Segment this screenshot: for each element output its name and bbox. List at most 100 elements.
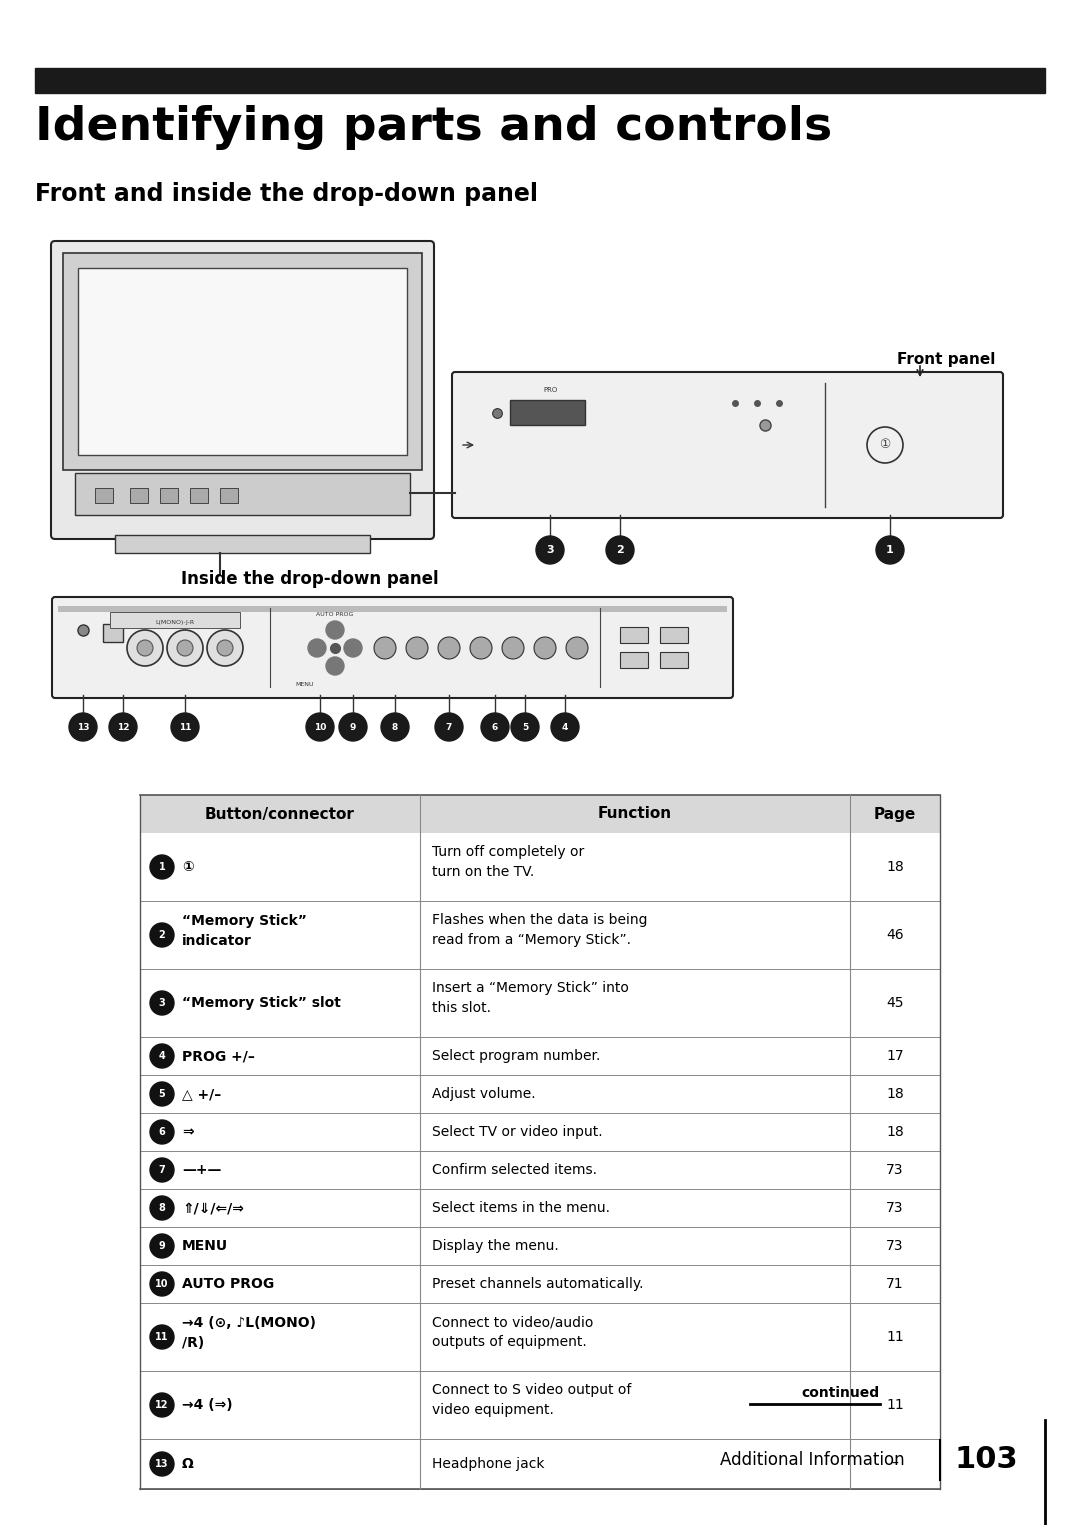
Text: 9: 9 bbox=[350, 723, 356, 732]
Text: 18: 18 bbox=[886, 1087, 904, 1101]
Text: Select TV or video input.: Select TV or video input. bbox=[432, 1125, 603, 1139]
Text: 103: 103 bbox=[955, 1446, 1018, 1475]
Bar bbox=[75, 473, 410, 515]
Circle shape bbox=[150, 1157, 174, 1182]
Text: 1: 1 bbox=[886, 544, 894, 555]
Bar bbox=[140, 1371, 940, 1440]
Text: 13: 13 bbox=[77, 723, 90, 732]
Circle shape bbox=[306, 714, 334, 741]
Circle shape bbox=[867, 427, 903, 464]
Circle shape bbox=[150, 1392, 174, 1417]
Text: AUTO PROG: AUTO PROG bbox=[316, 612, 353, 618]
Circle shape bbox=[435, 714, 463, 741]
FancyBboxPatch shape bbox=[453, 372, 1003, 518]
Text: 7: 7 bbox=[446, 723, 453, 732]
Circle shape bbox=[150, 1452, 174, 1476]
Circle shape bbox=[481, 714, 509, 741]
Text: Select program number.: Select program number. bbox=[432, 1049, 600, 1063]
Text: Front panel: Front panel bbox=[896, 352, 995, 368]
Circle shape bbox=[381, 714, 409, 741]
Text: outputs of equipment.: outputs of equipment. bbox=[432, 1334, 586, 1350]
Text: 10: 10 bbox=[314, 723, 326, 732]
Bar bbox=[660, 653, 688, 668]
Text: 6: 6 bbox=[491, 723, 498, 732]
Text: 3: 3 bbox=[546, 544, 554, 555]
Text: Connect to S video output of: Connect to S video output of bbox=[432, 1383, 632, 1397]
Bar bbox=[140, 901, 940, 968]
Text: Adjust volume.: Adjust volume. bbox=[432, 1087, 536, 1101]
Bar bbox=[190, 488, 208, 503]
Text: ①: ① bbox=[183, 860, 193, 874]
Text: 2: 2 bbox=[159, 930, 165, 939]
Circle shape bbox=[339, 714, 367, 741]
Text: 11: 11 bbox=[156, 1331, 168, 1342]
Circle shape bbox=[536, 535, 564, 564]
Text: ⇑/⇓/⇐/⇒: ⇑/⇓/⇐/⇒ bbox=[183, 1202, 244, 1215]
Bar bbox=[114, 535, 370, 554]
Text: 73: 73 bbox=[887, 1202, 904, 1215]
Text: /R): /R) bbox=[183, 1336, 204, 1351]
Circle shape bbox=[150, 1045, 174, 1067]
Circle shape bbox=[326, 621, 345, 639]
Bar bbox=[63, 253, 422, 470]
Text: 45: 45 bbox=[887, 996, 904, 1010]
Circle shape bbox=[69, 714, 97, 741]
Text: Inside the drop-down panel: Inside the drop-down panel bbox=[181, 570, 438, 589]
Text: 7: 7 bbox=[159, 1165, 165, 1174]
Text: continued: continued bbox=[801, 1386, 880, 1400]
Circle shape bbox=[566, 637, 588, 659]
Bar bbox=[58, 605, 727, 612]
Bar bbox=[140, 1113, 940, 1151]
Text: Flashes when the data is being: Flashes when the data is being bbox=[432, 913, 648, 927]
Text: 2: 2 bbox=[616, 544, 624, 555]
Text: 73: 73 bbox=[887, 1238, 904, 1254]
Text: —+—: —+— bbox=[183, 1164, 221, 1177]
Circle shape bbox=[207, 630, 243, 666]
Text: ①: ① bbox=[879, 439, 891, 451]
Circle shape bbox=[150, 1234, 174, 1258]
Text: PRO: PRO bbox=[543, 387, 557, 393]
Bar bbox=[140, 1266, 940, 1302]
Text: Connect to video/audio: Connect to video/audio bbox=[432, 1315, 593, 1330]
Text: 12: 12 bbox=[117, 723, 130, 732]
Bar bbox=[78, 268, 407, 454]
Circle shape bbox=[171, 714, 199, 741]
Text: Function: Function bbox=[598, 807, 672, 822]
Text: 3: 3 bbox=[159, 997, 165, 1008]
Text: “Memory Stick”: “Memory Stick” bbox=[183, 915, 307, 929]
Circle shape bbox=[127, 630, 163, 666]
Text: –: – bbox=[892, 1456, 899, 1472]
Bar bbox=[140, 1151, 940, 1190]
Circle shape bbox=[150, 1196, 174, 1220]
Text: 8: 8 bbox=[159, 1203, 165, 1212]
Text: MENU: MENU bbox=[183, 1238, 228, 1254]
Text: read from a “Memory Stick”.: read from a “Memory Stick”. bbox=[432, 933, 631, 947]
Text: 5: 5 bbox=[522, 723, 528, 732]
Text: 4: 4 bbox=[562, 723, 568, 732]
Circle shape bbox=[137, 640, 153, 656]
Bar bbox=[620, 627, 648, 644]
Circle shape bbox=[150, 1325, 174, 1350]
Circle shape bbox=[470, 637, 492, 659]
Text: 46: 46 bbox=[887, 929, 904, 942]
Text: 4: 4 bbox=[159, 1051, 165, 1061]
Text: 71: 71 bbox=[887, 1276, 904, 1292]
Text: △ +/–: △ +/– bbox=[183, 1087, 221, 1101]
Bar bbox=[140, 1190, 940, 1228]
Bar bbox=[103, 624, 123, 642]
Bar bbox=[620, 653, 648, 668]
Bar bbox=[35, 69, 1045, 93]
Bar bbox=[140, 1302, 940, 1371]
Text: 9: 9 bbox=[159, 1241, 165, 1250]
Bar bbox=[110, 612, 240, 628]
Text: 11: 11 bbox=[179, 723, 191, 732]
Circle shape bbox=[374, 637, 396, 659]
Text: 10: 10 bbox=[156, 1279, 168, 1289]
Circle shape bbox=[551, 714, 579, 741]
Bar bbox=[220, 488, 238, 503]
Text: Ω: Ω bbox=[183, 1456, 193, 1472]
FancyBboxPatch shape bbox=[52, 596, 733, 698]
Circle shape bbox=[326, 657, 345, 676]
Circle shape bbox=[150, 1272, 174, 1296]
Circle shape bbox=[109, 714, 137, 741]
